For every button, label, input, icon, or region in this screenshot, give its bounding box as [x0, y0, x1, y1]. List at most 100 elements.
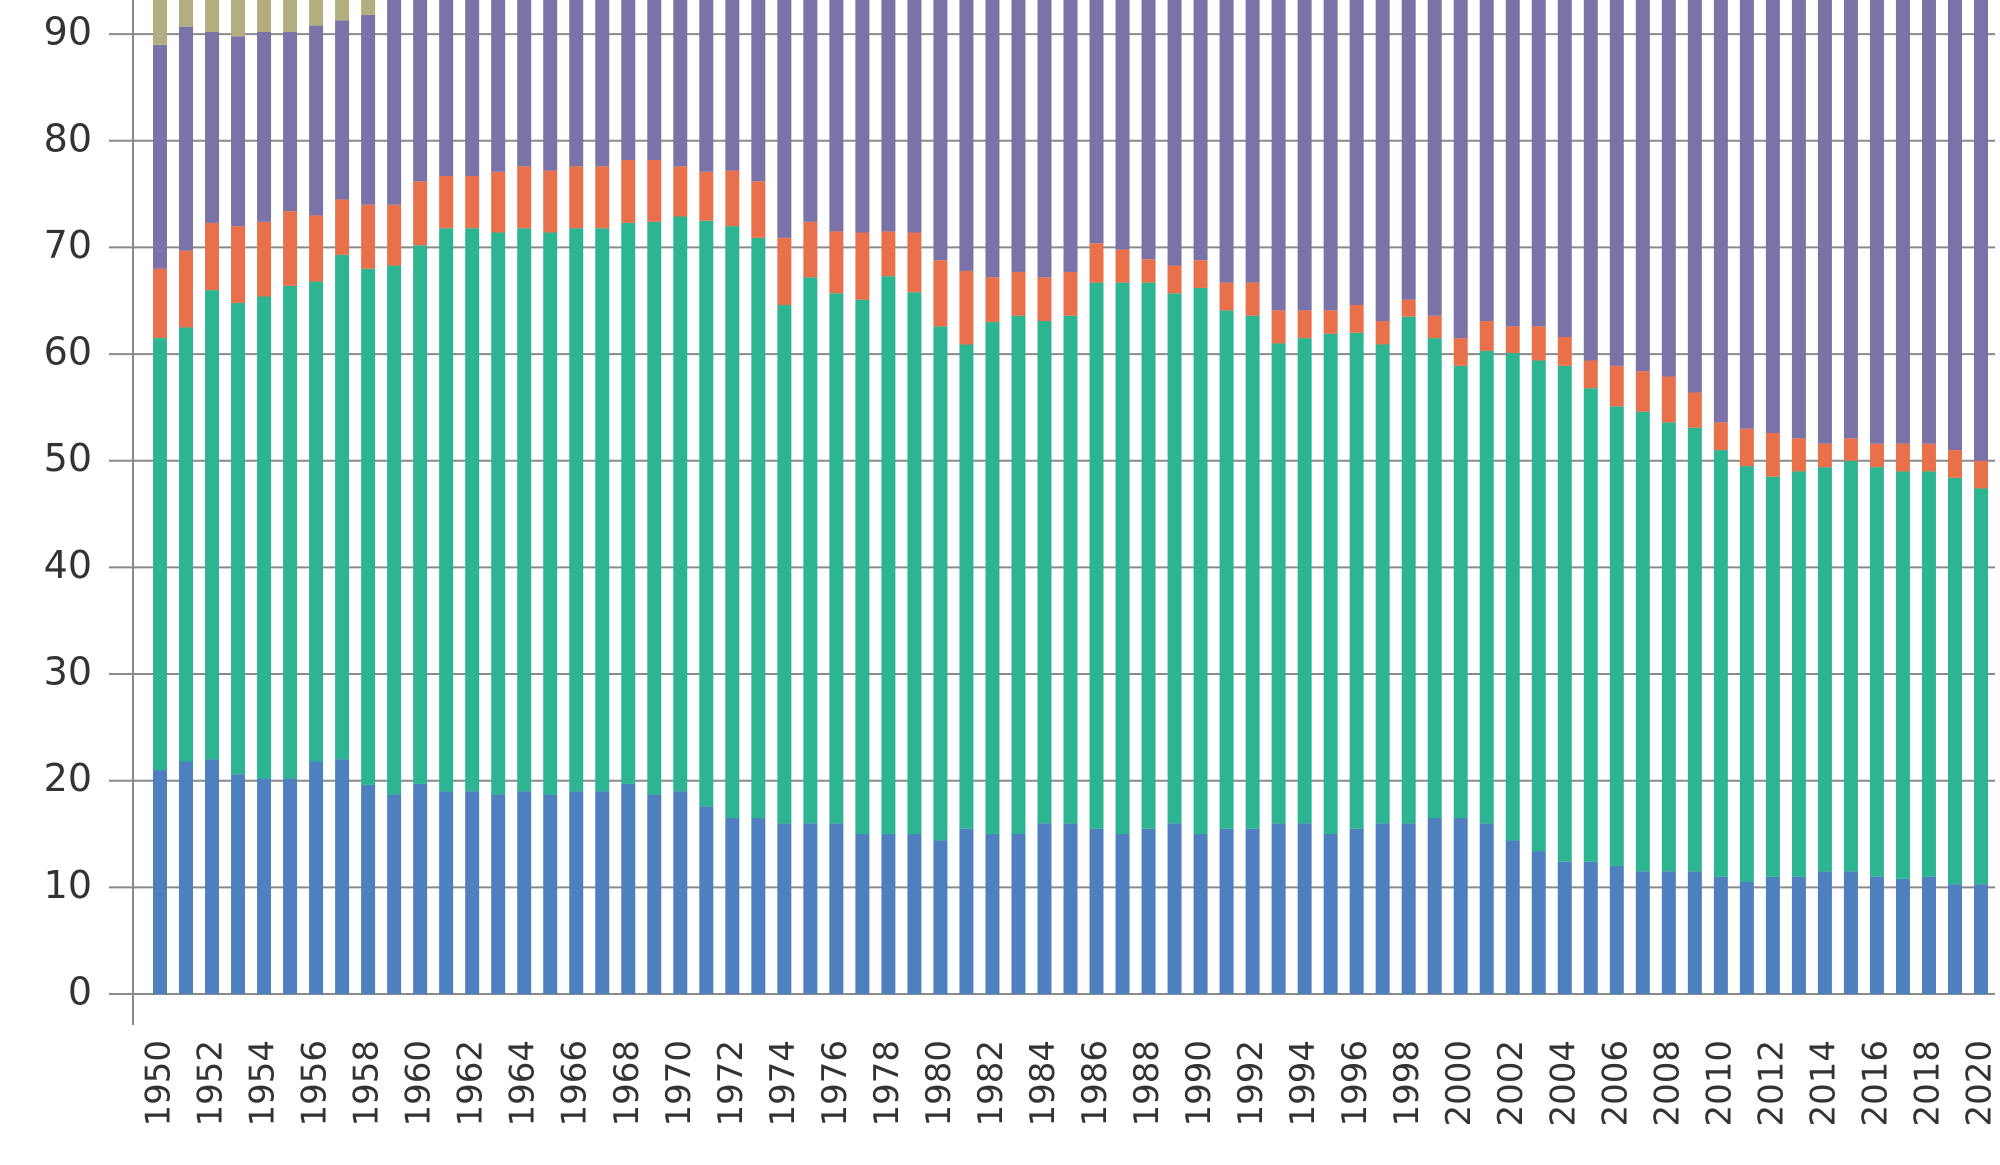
bar-segment — [1661, 871, 1676, 994]
bar-segment — [829, 293, 844, 824]
bar-segment — [1713, 876, 1728, 994]
y-tick-label: 60 — [44, 330, 92, 374]
bar-segment — [881, 834, 896, 994]
x-tick-label: 1964 — [503, 1040, 543, 1127]
y-tick-label: 90 — [44, 10, 92, 54]
bar-segment — [1479, 321, 1494, 351]
bar-segment — [309, 281, 324, 762]
bar-segment — [1375, 0, 1390, 322]
x-tick-label: 1972 — [711, 1040, 751, 1127]
bar-segment — [1557, 337, 1572, 366]
bar-segment — [1557, 861, 1572, 994]
bar-segment — [465, 0, 480, 176]
x-tick-label: 2006 — [1595, 1040, 1635, 1127]
bar-segment — [543, 232, 558, 795]
bar-segment — [1791, 0, 1806, 439]
bar-segment — [413, 181, 428, 246]
bar-segment — [1427, 338, 1442, 819]
bar-segment — [673, 0, 688, 167]
bar-segment — [309, 215, 324, 282]
bar-segment — [1167, 0, 1182, 266]
bar-segment — [1869, 467, 1884, 877]
bar-segment — [387, 265, 402, 795]
y-tick-label: 50 — [44, 436, 92, 480]
bar-segment — [1974, 460, 1988, 489]
bar-segment — [205, 0, 220, 32]
bar-segment — [985, 322, 1000, 835]
bar-segment — [1271, 0, 1286, 311]
x-tick-label: 1982 — [971, 1040, 1011, 1127]
bar-segment — [647, 0, 662, 160]
bar-segment — [1011, 315, 1026, 835]
bar-segment — [673, 791, 688, 994]
bar-segment — [413, 783, 428, 994]
bar-segment — [491, 232, 506, 795]
bar-segment — [205, 290, 220, 760]
bar-segment — [1739, 882, 1754, 994]
bar-segment — [543, 794, 558, 994]
bar-segment — [1063, 315, 1078, 824]
bar-segment — [1089, 828, 1104, 994]
bar-segment — [1141, 259, 1156, 283]
bar-segment — [153, 338, 167, 771]
bar-segment — [517, 166, 532, 229]
bar-segment — [335, 254, 350, 760]
bar-segment — [1349, 0, 1364, 306]
bar-segment — [1557, 0, 1572, 338]
bar-segment — [1193, 0, 1208, 261]
bar-segment — [1011, 0, 1026, 272]
bar-segment — [1453, 818, 1468, 994]
x-tick-label: 2018 — [1907, 1040, 1947, 1127]
bar-segment — [387, 204, 402, 266]
bar-segment — [1271, 310, 1286, 344]
x-tick-label: 1984 — [1023, 1040, 1063, 1127]
bar-segment — [1323, 0, 1338, 311]
bar-segment — [1375, 823, 1390, 994]
bar-segment — [1219, 828, 1234, 994]
bar-segment — [881, 231, 896, 277]
x-tick-label: 1990 — [1179, 1040, 1219, 1127]
bar-segment — [179, 26, 194, 251]
bar-segment — [361, 268, 376, 785]
bar-segment — [777, 305, 792, 824]
bar-segment — [777, 237, 792, 306]
bar-segment — [907, 834, 922, 994]
bar-segment — [439, 228, 454, 792]
bar-segment — [621, 159, 636, 223]
bar-segment — [309, 25, 324, 216]
bar-segment — [1167, 265, 1182, 294]
x-tick-label: 1976 — [815, 1040, 855, 1127]
bar-segment — [699, 0, 714, 172]
bar-segment — [1115, 834, 1130, 994]
bar-segment — [231, 36, 246, 227]
bar-segment — [1193, 834, 1208, 994]
bar-segment — [283, 31, 298, 212]
bar-segment — [491, 171, 506, 233]
bar-segment — [1739, 428, 1754, 467]
bar-segment — [1661, 376, 1676, 423]
x-tick-label: 2002 — [1491, 1040, 1531, 1127]
bar-segment — [621, 0, 636, 160]
bar-segment — [1011, 271, 1026, 316]
bar-segment — [1453, 0, 1468, 339]
bar-segment — [1583, 388, 1598, 862]
bar-segment — [1843, 460, 1858, 872]
bar-segment — [1271, 823, 1286, 994]
bar-segment — [1063, 0, 1078, 272]
bar-segment — [413, 245, 428, 784]
bar-segment — [1531, 326, 1546, 361]
bar-segment — [1167, 293, 1182, 824]
bar-segment — [1505, 840, 1520, 994]
x-tick-label: 2020 — [1960, 1040, 2000, 1127]
bar-segment — [907, 0, 922, 233]
bar-segment — [1193, 287, 1208, 835]
bar-segment — [1687, 0, 1702, 393]
bar-segment — [1713, 0, 1728, 423]
x-tick-label: 2008 — [1647, 1040, 1687, 1127]
bar-segment — [1635, 371, 1650, 412]
bar-segment — [1219, 0, 1234, 283]
y-tick-label: 70 — [44, 223, 92, 267]
bar-segment — [1687, 427, 1702, 872]
bar-segment — [465, 791, 480, 994]
bar-segment — [1089, 243, 1104, 283]
